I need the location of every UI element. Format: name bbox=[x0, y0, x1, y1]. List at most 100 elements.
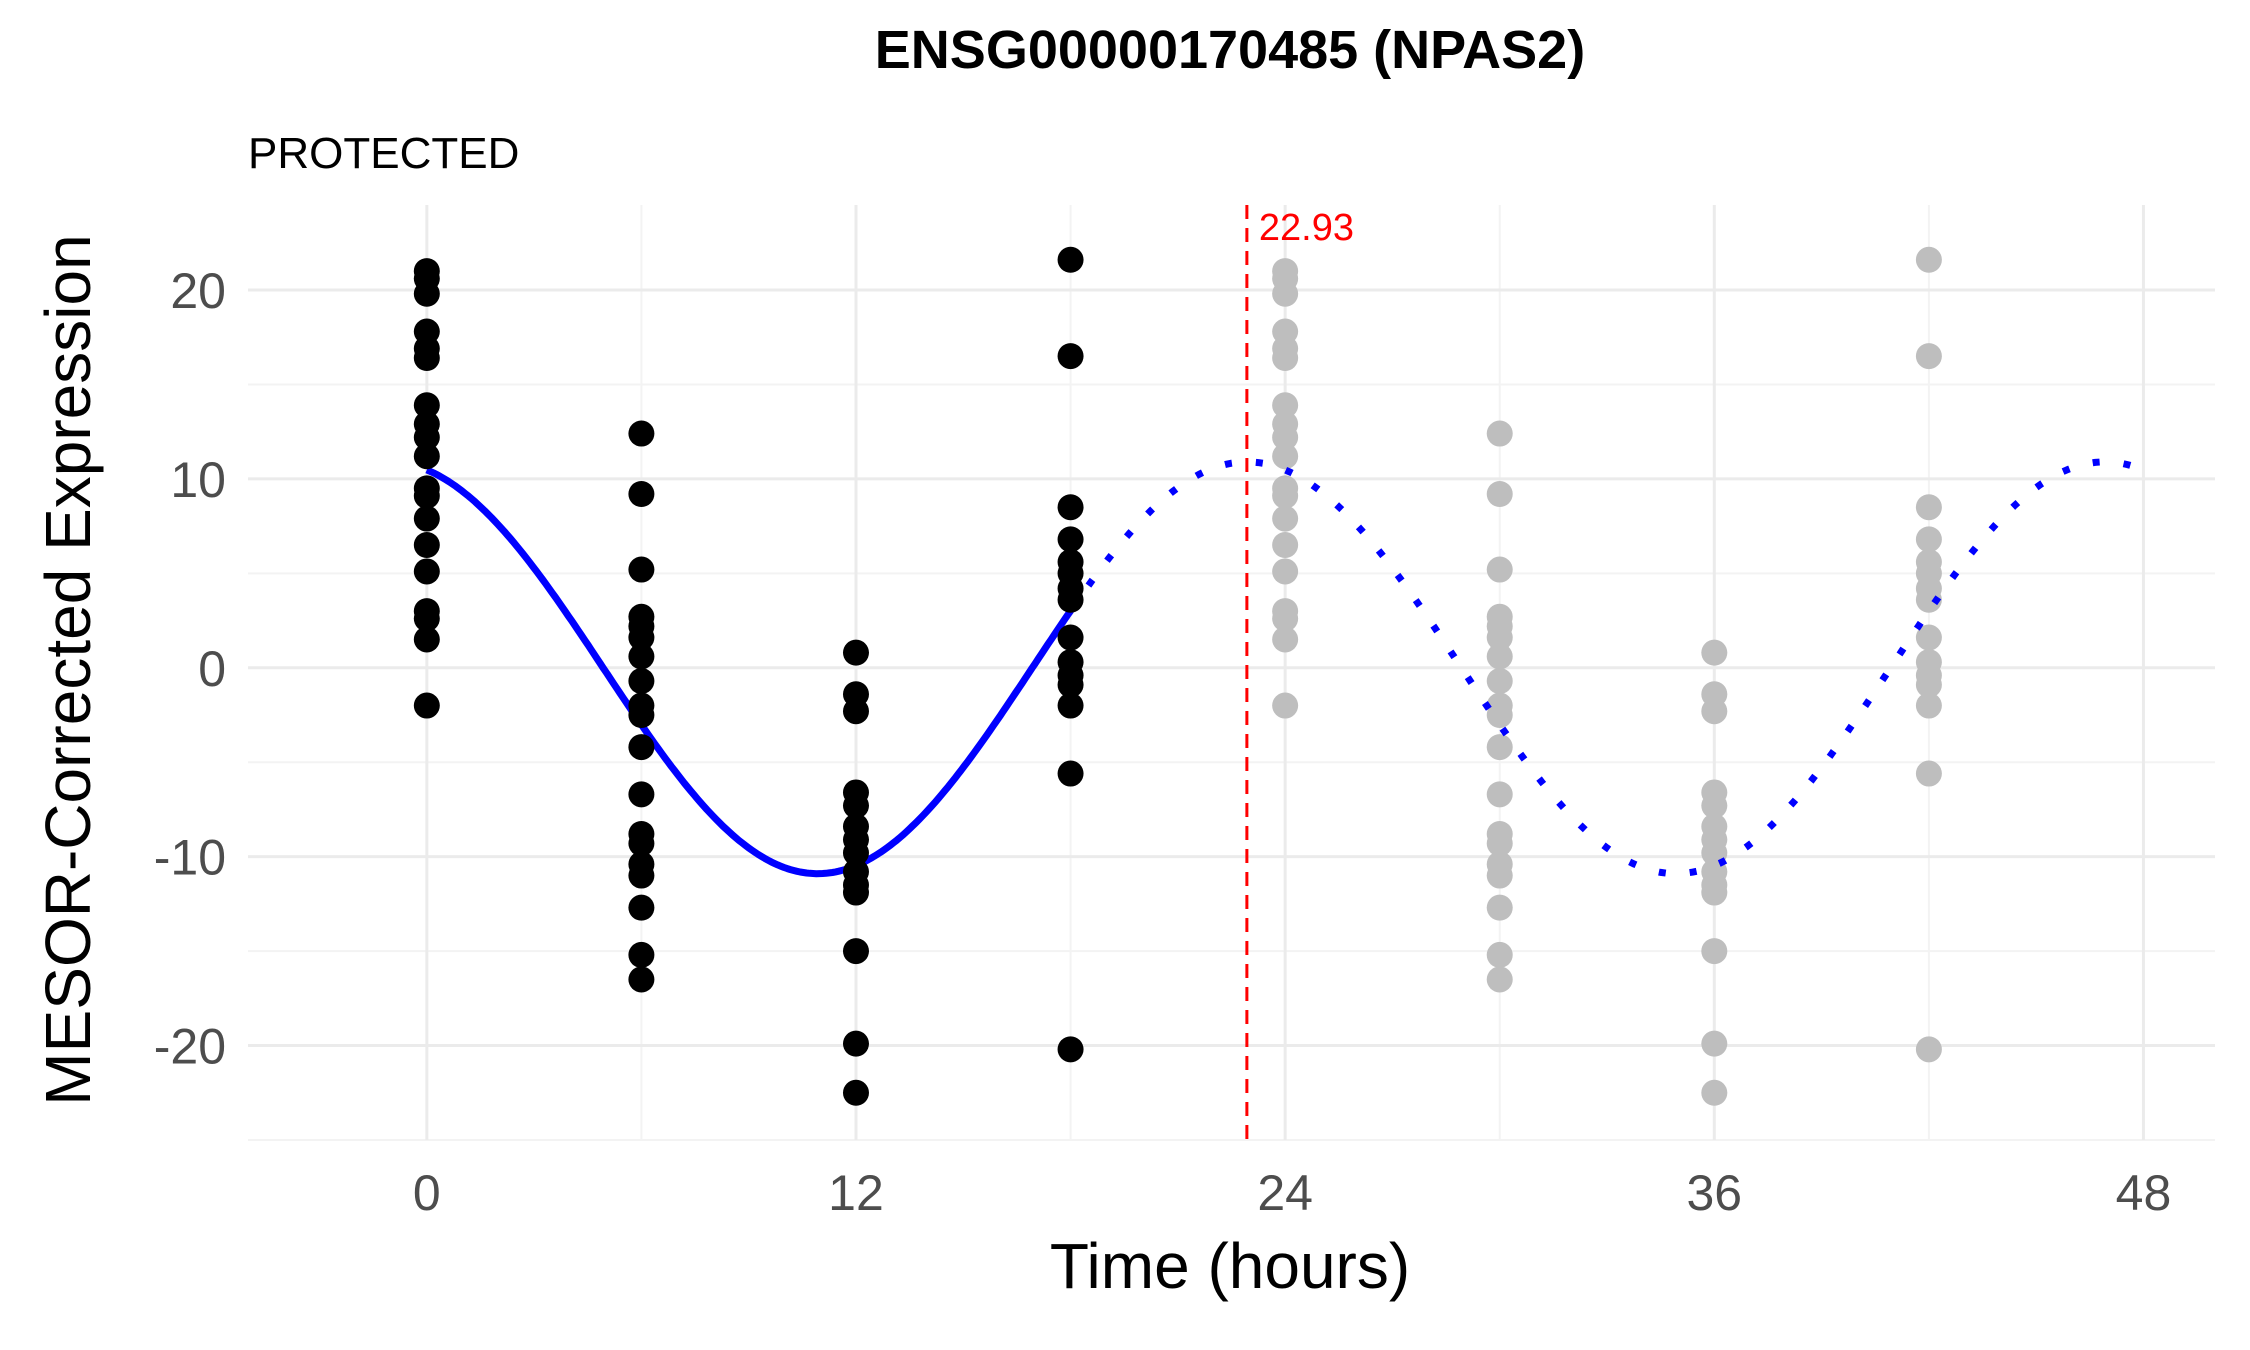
replicated-point bbox=[1915, 494, 1942, 521]
acrophase-label: 22.93 bbox=[1259, 207, 1354, 249]
replicated-point bbox=[1486, 781, 1513, 808]
observed-point bbox=[413, 443, 440, 470]
observed-point bbox=[628, 481, 655, 507]
observed-point bbox=[413, 692, 440, 719]
observed-point bbox=[842, 879, 869, 906]
replicated-point bbox=[1915, 246, 1942, 273]
replicated-point bbox=[1272, 280, 1299, 307]
observed-point bbox=[1057, 343, 1084, 370]
observed-point bbox=[1057, 671, 1084, 698]
observed-point bbox=[628, 702, 655, 728]
observed-point bbox=[1057, 1036, 1084, 1063]
replicated-point bbox=[1272, 345, 1299, 371]
replicated-point bbox=[1915, 526, 1942, 553]
replicated-point bbox=[1915, 1036, 1942, 1063]
observed-point bbox=[1057, 246, 1084, 273]
x-tick-label: 36 bbox=[1686, 1165, 1742, 1221]
x-tick-label: 48 bbox=[2116, 1165, 2172, 1221]
replicated-point bbox=[1486, 668, 1513, 694]
observed-point bbox=[413, 532, 440, 558]
y-tick-label: -10 bbox=[154, 830, 226, 886]
observed-point bbox=[1057, 586, 1084, 613]
observed-point bbox=[413, 482, 440, 509]
observed-point bbox=[628, 781, 655, 808]
replicated-point bbox=[1272, 392, 1299, 419]
observed-point bbox=[628, 668, 655, 694]
observed-point bbox=[1057, 624, 1084, 651]
replicated-point bbox=[1272, 424, 1299, 451]
replicated-points bbox=[1272, 246, 1942, 1106]
x-axis-label: Time (hours) bbox=[1050, 1230, 1410, 1302]
observed-point bbox=[628, 966, 655, 993]
acrophase-marker: 22.93 bbox=[1245, 205, 1354, 1140]
replicated-point bbox=[1701, 639, 1728, 666]
x-tick-label: 0 bbox=[413, 1165, 441, 1221]
observed-point bbox=[628, 643, 655, 670]
replicated-point bbox=[1486, 556, 1513, 583]
y-axis-label: MESOR-Corrected Expression bbox=[32, 234, 104, 1105]
replicated-point bbox=[1486, 420, 1513, 447]
observed-point bbox=[413, 280, 440, 307]
y-tick-label: 10 bbox=[170, 452, 226, 508]
chart-title: ENSG00000170485 (NPAS2) bbox=[875, 20, 1585, 80]
observed-point bbox=[842, 839, 869, 866]
replicated-point bbox=[1915, 760, 1942, 787]
observed-point bbox=[413, 605, 440, 632]
replicated-point bbox=[1272, 443, 1299, 470]
replicated-point bbox=[1915, 343, 1942, 370]
y-tick-label: 0 bbox=[198, 641, 226, 697]
observed-point bbox=[413, 392, 440, 419]
observed-point bbox=[1057, 526, 1084, 553]
observed-point bbox=[413, 424, 440, 451]
y-tick-label: -20 bbox=[154, 1019, 226, 1075]
replicated-point bbox=[1486, 734, 1513, 761]
observed-point bbox=[413, 558, 440, 585]
replicated-point bbox=[1486, 481, 1513, 507]
observed-point bbox=[413, 626, 440, 653]
axis-ticks: 0 12 24 36 48 -20 -10 0 10 20 bbox=[154, 263, 2172, 1221]
fit-line-projected bbox=[1067, 458, 2145, 878]
fit-curve bbox=[425, 458, 2145, 878]
replicated-point bbox=[1486, 894, 1513, 921]
y-tick-label: 20 bbox=[170, 263, 226, 319]
replicated-point bbox=[1915, 624, 1942, 651]
observed-point bbox=[1057, 760, 1084, 787]
observed-point bbox=[842, 938, 869, 965]
replicated-point bbox=[1486, 941, 1513, 968]
observed-point bbox=[628, 830, 655, 857]
replicated-point bbox=[1701, 1079, 1728, 1106]
chart-subtitle: PROTECTED bbox=[248, 129, 519, 178]
replicated-point bbox=[1272, 532, 1299, 558]
replicated-point bbox=[1701, 938, 1728, 965]
replicated-point bbox=[1272, 626, 1299, 653]
replicated-point bbox=[1272, 482, 1299, 509]
replicated-point bbox=[1701, 1030, 1728, 1057]
observed-points bbox=[413, 246, 1084, 1106]
replicated-point bbox=[1272, 558, 1299, 585]
replicated-point bbox=[1486, 624, 1513, 651]
observed-point bbox=[842, 1030, 869, 1057]
observed-point bbox=[628, 420, 655, 447]
observed-point bbox=[628, 624, 655, 651]
replicated-point bbox=[1701, 792, 1728, 819]
replicated-point bbox=[1915, 671, 1942, 698]
observed-point bbox=[628, 894, 655, 921]
replicated-point bbox=[1486, 643, 1513, 670]
observed-point bbox=[842, 639, 869, 666]
observed-point bbox=[628, 862, 655, 889]
x-tick-label: 12 bbox=[828, 1165, 884, 1221]
replicated-point bbox=[1915, 586, 1942, 613]
observed-point bbox=[842, 698, 869, 725]
x-tick-label: 24 bbox=[1257, 1165, 1313, 1221]
replicated-point bbox=[1272, 692, 1299, 719]
replicated-point bbox=[1272, 605, 1299, 632]
observed-point bbox=[1057, 494, 1084, 521]
replicated-point bbox=[1272, 505, 1299, 532]
observed-point bbox=[842, 1079, 869, 1106]
observed-point bbox=[413, 345, 440, 371]
replicated-point bbox=[1701, 698, 1728, 725]
replicated-point bbox=[1701, 879, 1728, 906]
replicated-point bbox=[1486, 966, 1513, 993]
observed-point bbox=[413, 505, 440, 532]
